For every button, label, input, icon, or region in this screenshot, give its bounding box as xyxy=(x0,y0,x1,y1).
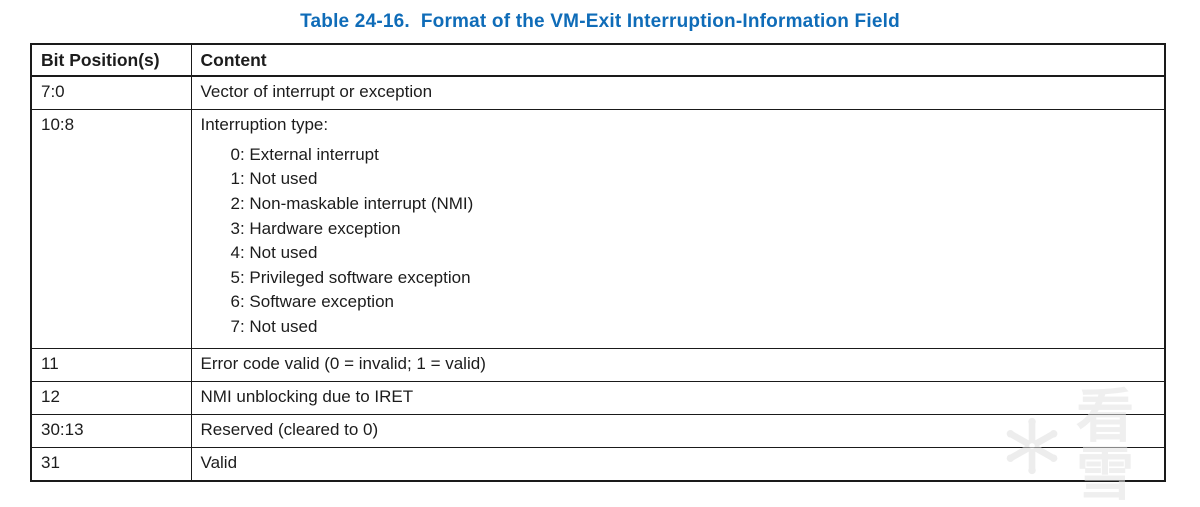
vm-exit-interruption-info-table: Bit Position(s) Content 7:0 Vector of in… xyxy=(30,43,1166,482)
interruption-type-item: 0: External interrupt xyxy=(230,144,379,164)
content-text: Vector of interrupt or exception xyxy=(200,81,433,101)
interruption-type-item: 1: Not used xyxy=(230,169,318,189)
interruption-type-item: 3: Hardware exception xyxy=(230,218,401,238)
content-cell: Interruption type: 0: External interrupt… xyxy=(190,108,1166,349)
bits-cell: 31 xyxy=(30,446,192,482)
content-text: Error code valid (0 = invalid; 1 = valid… xyxy=(200,353,486,373)
table-row: 31 Valid xyxy=(30,446,1166,482)
column-header-content: Content xyxy=(190,43,1166,77)
bits-cell: 30:13 xyxy=(30,413,192,448)
content-text: Interruption type: xyxy=(200,114,329,134)
bits-cell: 10:8 xyxy=(30,108,192,349)
interruption-type-list: 0: External interrupt 1: Not used 2: Non-m… xyxy=(231,143,1156,340)
interruption-type-item: 2: Non-maskable interrupt (NMI) xyxy=(230,194,474,214)
content-text: Valid xyxy=(200,452,238,472)
content-cell: Reserved (cleared to 0) xyxy=(190,413,1166,448)
content-cell: Valid xyxy=(190,446,1166,482)
table-row: 12 NMI unblocking due to IRET xyxy=(30,380,1166,415)
table-container: Bit Position(s) Content 7:0 Vector of in… xyxy=(30,43,1166,482)
content-cell: Error code valid (0 = invalid; 1 = valid… xyxy=(190,347,1166,382)
table-row: 11 Error code valid (0 = invalid; 1 = va… xyxy=(30,347,1166,382)
bits-cell: 11 xyxy=(30,347,192,382)
bits-cell: 12 xyxy=(30,380,192,415)
header-row: Bit Position(s) Content xyxy=(30,43,1166,77)
column-header-bit-positions: Bit Position(s) xyxy=(30,43,192,77)
table-row: 30:13 Reserved (cleared to 0) xyxy=(30,413,1166,448)
content-text: Reserved (cleared to 0) xyxy=(200,419,379,439)
interruption-type-item: 7: Not used xyxy=(230,317,318,336)
content-cell: Vector of interrupt or exception xyxy=(190,75,1166,110)
bits-cell: 7:0 xyxy=(30,75,192,110)
content-cell: NMI unblocking due to IRET xyxy=(190,380,1166,415)
table-row: 7:0 Vector of interrupt or exception xyxy=(30,75,1166,110)
content-text: NMI unblocking due to IRET xyxy=(200,386,414,406)
interruption-type-item: 6: Software exception xyxy=(230,292,394,312)
interruption-type-item: 4: Not used xyxy=(230,243,318,263)
table-row: 10:8 Interruption type: 0: External inte… xyxy=(30,108,1166,349)
interruption-type-item: 5: Privileged software exception xyxy=(230,267,471,287)
page-title: Table 24-16. Format of the VM-Exit Inter… xyxy=(300,11,900,32)
